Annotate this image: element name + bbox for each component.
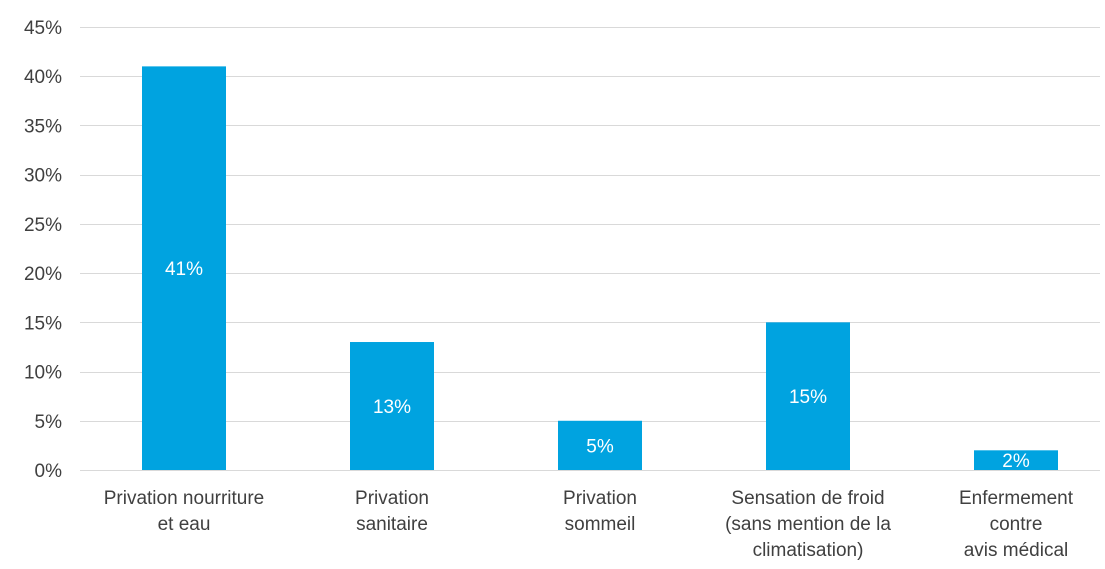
bar xyxy=(350,342,434,470)
x-category-label: Sensation de froid (sans mention de la cli… xyxy=(725,488,891,561)
x-category-label-line: Sensation de froid xyxy=(731,488,884,509)
y-axis-tick-labels: 0% 5% 10% 15% 20% 25% 30% 35% 40% 45% xyxy=(24,18,62,482)
bars xyxy=(142,66,1058,470)
bar-value-label: 41% xyxy=(165,259,203,280)
bar-value-label: 15% xyxy=(789,387,827,408)
x-category-label-line: sommeil xyxy=(565,514,636,535)
gridlines xyxy=(80,27,1100,471)
x-category-label-line: Privation xyxy=(355,488,429,509)
y-tick-label: 30% xyxy=(24,166,62,187)
bar xyxy=(974,450,1058,470)
x-category-label: Privation nourriture et eau xyxy=(104,488,265,535)
x-category-label-line: contre xyxy=(990,514,1043,535)
x-category-label: Privation sommeil xyxy=(563,488,637,535)
x-category-label-line: Privation nourriture xyxy=(104,488,265,509)
x-category-label-line: (sans mention de la xyxy=(725,514,891,535)
x-category-label-line: et eau xyxy=(158,514,211,535)
y-tick-label: 25% xyxy=(24,215,62,236)
data-labels: 41% 13% 5% 15% 2% xyxy=(165,259,1030,472)
y-tick-label: 20% xyxy=(24,264,62,285)
y-tick-label: 15% xyxy=(24,313,62,334)
bar xyxy=(142,66,226,470)
bar xyxy=(558,420,642,470)
x-category-label-line: sanitaire xyxy=(356,514,428,535)
y-tick-label: 45% xyxy=(24,18,62,39)
y-tick-label: 35% xyxy=(24,116,62,137)
y-tick-label: 5% xyxy=(35,412,63,433)
x-category-label-line: avis médical xyxy=(964,540,1069,561)
y-tick-label: 40% xyxy=(24,67,62,88)
x-axis-category-labels: Privation nourriture et eau Privation sanit… xyxy=(104,488,1074,561)
bar-value-label: 13% xyxy=(373,397,411,418)
x-category-label-line: Privation xyxy=(563,488,637,509)
bar-value-label: 5% xyxy=(586,436,614,457)
x-category-label: Enfermement contre avis médical xyxy=(959,488,1074,561)
y-tick-label: 10% xyxy=(24,363,62,384)
x-category-label: Privation sanitaire xyxy=(355,488,429,535)
x-category-label-line: Enfermement xyxy=(959,488,1074,509)
bar xyxy=(766,322,850,470)
y-tick-label: 0% xyxy=(35,461,63,482)
x-category-label-line: climatisation) xyxy=(753,540,864,561)
bar-value-label: 2% xyxy=(1002,451,1030,472)
